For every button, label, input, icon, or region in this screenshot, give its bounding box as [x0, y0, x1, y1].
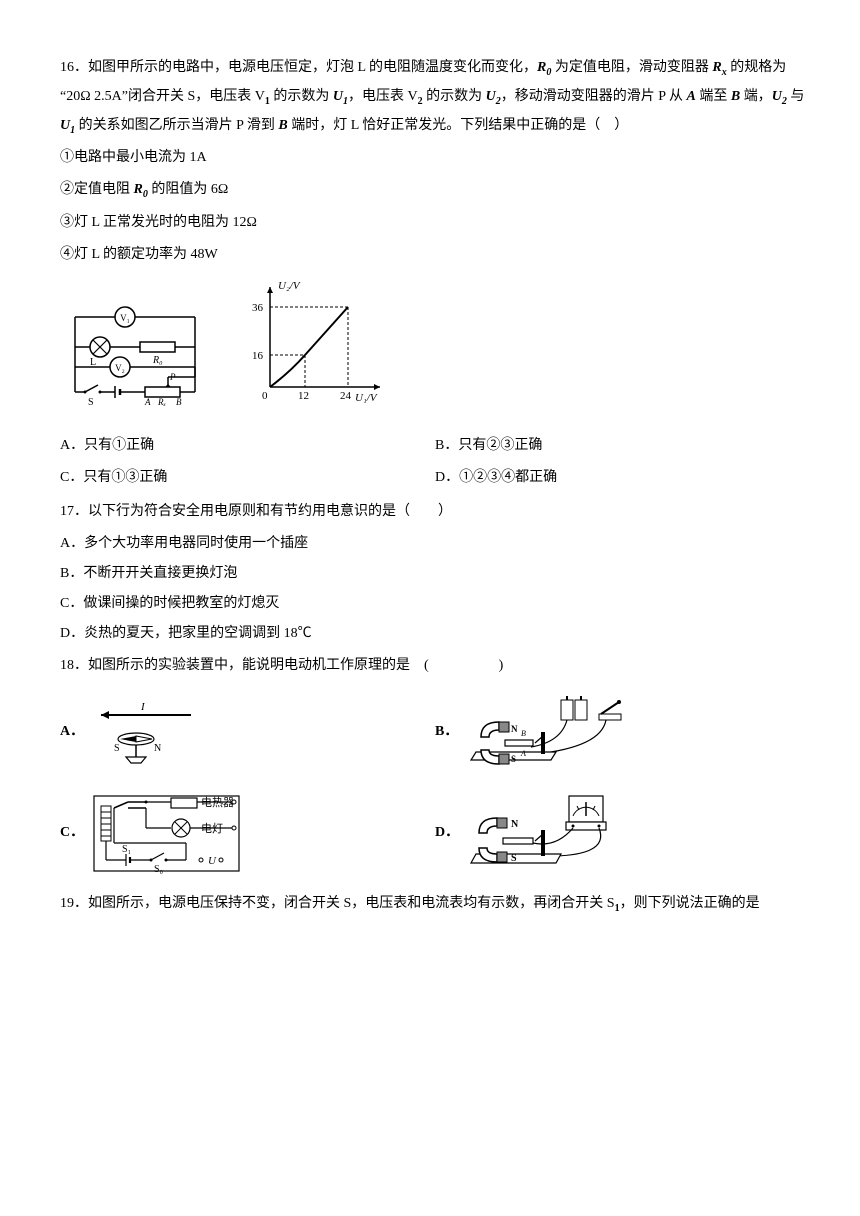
svg-text:A: A [144, 397, 151, 407]
q16-item1: ①电路中最小电流为 1A [60, 144, 810, 172]
q18-optC[interactable]: C． 电热器 电灯 [60, 788, 435, 878]
q18-optA[interactable]: A． I S N [60, 692, 435, 772]
svg-text:Rₓ: Rₓ [157, 397, 166, 407]
svg-text:U: U [208, 855, 217, 867]
q16-optC[interactable]: C．只有①③正确 [60, 464, 435, 492]
svg-text:S: S [511, 754, 516, 764]
q17-optB[interactable]: B．不断开开关直接更换灯泡 [60, 560, 810, 588]
svg-text:N: N [511, 819, 519, 830]
q18-figB: N S B A [461, 692, 631, 772]
q18-options: A． I S N B． [60, 684, 810, 886]
q16-item4: ④灯 L 的额定功率为 48W [60, 241, 810, 269]
q18-figD: N S [461, 788, 631, 878]
q17-stem: 17．以下行为符合安全用电原则和有节约用电意识的是（ ） [60, 498, 810, 526]
svg-text:0: 0 [262, 390, 268, 402]
svg-text:N: N [154, 743, 161, 754]
svg-text:U₂/V: U₂/V [278, 280, 301, 292]
q18-figA: I S N [86, 697, 206, 767]
q18-number: 18． [60, 658, 88, 673]
svg-text:24: 24 [340, 390, 352, 402]
svg-text:S: S [114, 743, 120, 754]
q16-item2: ②定值电阻 R0 的阻值为 6Ω [60, 176, 810, 205]
q18-stem: 18．如图所示的实验装置中，能说明电动机工作原理的是 ( ) [60, 652, 810, 680]
q16-optD[interactable]: D．①②③④都正确 [435, 464, 810, 492]
svg-text:S: S [88, 397, 94, 407]
q16-figures: V₁ L R₀ V₂ S [60, 277, 810, 418]
svg-text:B: B [176, 397, 182, 407]
svg-text:12: 12 [298, 390, 309, 402]
q17-optD[interactable]: D．炎热的夏天，把家里的空调调到 18℃ [60, 620, 810, 648]
svg-text:S₁: S₁ [122, 844, 131, 855]
q16-stem: 16．如图甲所示的电路中，电源电压恒定，灯泡 L 的电阻随温度变化而变化，R0 … [60, 54, 810, 140]
svg-text:A: A [520, 749, 526, 758]
q16-optA[interactable]: A．只有①正确 [60, 432, 435, 460]
svg-text:N: N [511, 724, 518, 734]
q17-optC[interactable]: C．做课间操的时候把教室的灯熄灭 [60, 590, 810, 618]
q19-stem: 19．如图所示，电源电压保持不变，闭合开关 S，电压表和电流表均有示数，再闭合开… [60, 890, 810, 919]
q18-optB[interactable]: B． N S B A [435, 692, 810, 772]
svg-text:S: S [511, 853, 517, 864]
q16-circuit-diagram: V₁ L R₀ V₂ S [60, 297, 210, 418]
q18-optD[interactable]: D． N S [435, 788, 810, 878]
q16-item3: ③灯 L 正常发光时的电阻为 12Ω [60, 209, 810, 237]
q16-options: A．只有①正确 B．只有②③正确 C．只有①③正确 D．①②③④都正确 [60, 430, 810, 494]
svg-text:U₁/V: U₁/V [355, 392, 378, 404]
q17-optA[interactable]: A．多个大功率用电器同时使用一个插座 [60, 530, 810, 558]
q16-optB[interactable]: B．只有②③正确 [435, 432, 810, 460]
q17-number: 17． [60, 504, 88, 519]
svg-text:16: 16 [252, 350, 264, 362]
q16-graph: U₂/V U₁/V 36 16 0 12 24 [240, 277, 390, 418]
q16-number: 16． [60, 60, 88, 75]
q18-figC: 电热器 电灯 S₀ [86, 788, 246, 878]
svg-text:V₁: V₁ [120, 313, 130, 323]
svg-text:36: 36 [252, 302, 264, 314]
svg-text:P: P [169, 372, 176, 382]
svg-text:R₀: R₀ [152, 355, 163, 366]
svg-text:V₂: V₂ [115, 363, 125, 373]
svg-text:I: I [140, 701, 146, 713]
svg-text:S₀: S₀ [154, 864, 164, 875]
svg-text:B: B [521, 729, 526, 738]
q19-number: 19． [60, 896, 88, 911]
